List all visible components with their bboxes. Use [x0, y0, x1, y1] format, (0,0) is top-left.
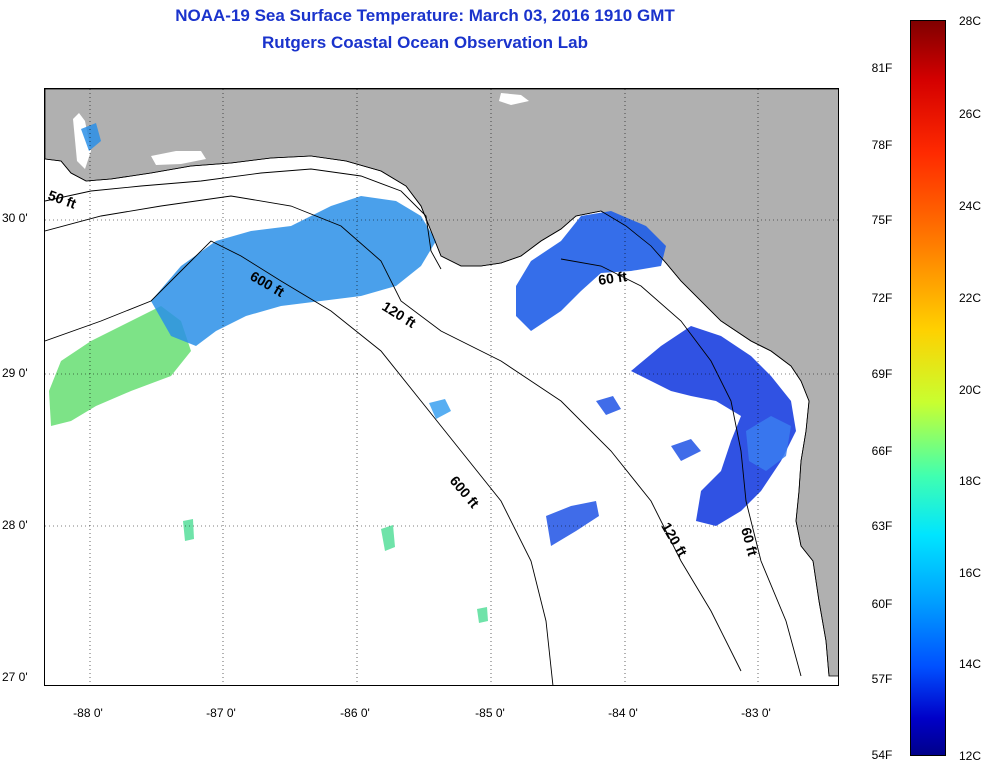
lat-label-28: 28 0': [2, 518, 28, 532]
sst-patch-central-blue: [516, 211, 666, 331]
lon-label-88: -88 0': [73, 706, 103, 720]
f-label: 63F: [871, 519, 893, 533]
f-label: 78F: [871, 138, 893, 152]
c-label: 18C: [958, 474, 981, 488]
map-subtitle: Rutgers Coastal Ocean Observation Lab: [262, 33, 588, 52]
sst-patch-west-green: [49, 306, 191, 426]
contour-label-50ft: 50 ft: [46, 187, 79, 212]
f-label: 57F: [871, 672, 893, 686]
sst-map[interactable]: 50 ft 600 ft 120 ft 60 ft 600 ft 120 ft …: [44, 88, 839, 686]
contour-label-600ft-2: 600 ft: [447, 473, 483, 512]
contour-60ft: [560, 258, 802, 677]
contour-label-60ft: 60 ft: [597, 268, 628, 288]
sst-patch-east-blue: [631, 326, 796, 526]
lon-label-86: -86 0': [340, 706, 370, 720]
c-label: 26C: [958, 107, 981, 121]
f-label: 54F: [871, 748, 893, 762]
c-label: 20C: [958, 383, 981, 397]
lon-label-83: -83 0': [741, 706, 771, 720]
f-label: 75F: [871, 213, 893, 227]
c-label: 14C: [958, 657, 981, 671]
f-label: 60F: [871, 597, 893, 611]
contour-600ft: [45, 240, 554, 685]
f-label: 81F: [871, 61, 893, 75]
map-title: NOAA-19 Sea Surface Temperature: March 0…: [175, 6, 675, 25]
contour-120ft: [45, 195, 742, 672]
c-label: 24C: [958, 199, 981, 213]
c-label: 16C: [958, 566, 981, 580]
c-label: 28C: [958, 14, 981, 28]
f-label: 69F: [871, 367, 893, 381]
f-label: 66F: [871, 444, 893, 458]
c-label: 22C: [958, 291, 981, 305]
lon-label-85: -85 0': [475, 706, 505, 720]
contour-label-120ft: 120 ft: [379, 298, 419, 331]
lon-label-84: -84 0': [608, 706, 638, 720]
temperature-colorbar: [910, 20, 946, 756]
lat-label-30: 30 0': [2, 211, 28, 225]
contour-50ft: [45, 168, 442, 270]
sst-patch-west-blue: [151, 196, 436, 346]
lat-label-27: 27 0': [2, 670, 28, 684]
lon-label-87: -87 0': [206, 706, 236, 720]
c-label: 12C: [958, 749, 981, 763]
lat-label-29: 29 0': [2, 366, 28, 380]
f-label: 72F: [871, 291, 893, 305]
contour-label-120ft-2: 120 ft: [658, 520, 690, 560]
contour-label-60ft-2: 60 ft: [738, 526, 761, 558]
